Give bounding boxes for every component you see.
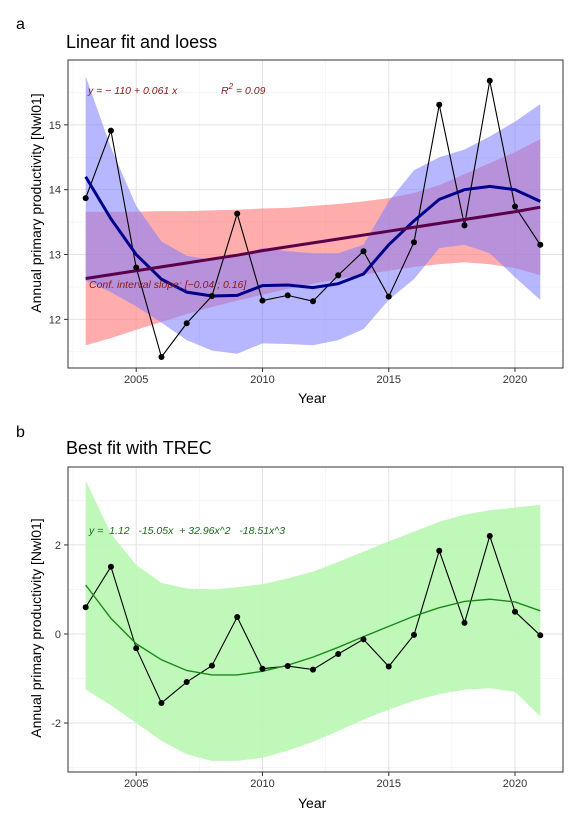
panel-b-observed-point bbox=[259, 665, 266, 672]
panel-b-equation: y = 1.12 -15.05x + 32.96x^2 -18.51x^3 bbox=[88, 525, 285, 537]
panel-b-ytick-label: 2 bbox=[55, 540, 61, 552]
panel-b-observed-point bbox=[512, 608, 519, 615]
panel-a-observed-point bbox=[512, 203, 519, 210]
panel-b-fit-line bbox=[85, 584, 541, 676]
panel-b-observed-point bbox=[410, 631, 417, 638]
panel-b-observed-point bbox=[82, 604, 89, 611]
panel-b-observed-point bbox=[335, 651, 342, 658]
panel-b-xtick-label: 2015 bbox=[376, 778, 400, 790]
panel-a-r-squared: R2 = 0.09 bbox=[221, 82, 266, 97]
panel-b-ytick-label: 0 bbox=[55, 629, 61, 641]
panel-b-observed-point bbox=[183, 679, 190, 686]
panel-a-ci-annotation: Conf. interval slope: [−0.04 ; 0.16] bbox=[89, 279, 247, 291]
panel-b-xtick-label: 2005 bbox=[124, 778, 148, 790]
panel-a-observed-point bbox=[461, 222, 468, 229]
panel-a-observed-point bbox=[335, 272, 342, 279]
panel-a-ytick-label: 15 bbox=[49, 120, 61, 132]
panel-b-observed-point bbox=[537, 632, 544, 639]
panel-b-observed-point bbox=[158, 699, 165, 706]
panel-a-xtick-label: 2015 bbox=[376, 374, 400, 386]
panel-b-observed-point bbox=[486, 533, 493, 540]
panel-a-xlabel: Year bbox=[298, 390, 327, 406]
panel-a-observed-point bbox=[183, 320, 190, 327]
panel-a-xtick-label: 2005 bbox=[124, 374, 148, 386]
panel-b-xtick-label: 2010 bbox=[250, 778, 274, 790]
panel-a-plot-border bbox=[67, 59, 564, 369]
panel-a-ytick-label: 12 bbox=[49, 314, 61, 326]
panel-b-fit-ci-band bbox=[85, 480, 541, 761]
panel-a-title: Linear fit and loess bbox=[66, 32, 218, 52]
panel-a-observed-point bbox=[309, 298, 316, 305]
panel-b-observed-point bbox=[107, 563, 114, 570]
panel-a-observed-point bbox=[158, 353, 165, 360]
panel-a-loess-ci-band bbox=[85, 76, 541, 354]
panel-a-xtick-label: 2010 bbox=[250, 374, 274, 386]
panel-a-observed-point bbox=[82, 195, 89, 202]
panel-a-observed-point bbox=[133, 264, 140, 271]
panel-b-observed-point bbox=[461, 619, 468, 626]
panel-a-observed-point bbox=[436, 101, 443, 108]
panel-a-equation: y = − 110 + 0.061 x bbox=[87, 85, 178, 97]
panel-a-observed-point bbox=[107, 127, 114, 134]
panel-b-xtick-label: 2020 bbox=[503, 778, 527, 790]
panel-b-observed-point bbox=[309, 666, 316, 673]
panel-a-observed-point bbox=[234, 210, 241, 217]
panel-a-observed-point bbox=[208, 293, 215, 300]
panel-b-observed-point bbox=[385, 663, 392, 670]
panel-a-observed-point bbox=[537, 241, 544, 248]
panel-a-observed-point bbox=[410, 239, 417, 246]
panel-a-loess-line bbox=[84, 175, 541, 298]
panel-b-observed-point bbox=[133, 645, 140, 652]
panel-a-observed-point bbox=[486, 77, 493, 84]
panel-b-tag: b bbox=[16, 424, 25, 441]
panel-a-observed-point bbox=[385, 293, 392, 300]
panel-b-title: Best fit with TREC bbox=[66, 438, 212, 458]
panel-a-observed-point bbox=[360, 248, 367, 255]
panel-a-ytick-label: 13 bbox=[49, 250, 61, 262]
panel-a-xtick-label: 2020 bbox=[503, 374, 527, 386]
panel-b-observed-point bbox=[360, 636, 367, 643]
panel-a-tag: a bbox=[16, 16, 25, 33]
panel-a-linear-fit-line bbox=[85, 205, 541, 281]
panel-b-xlabel: Year bbox=[298, 795, 327, 811]
panel-b-observed-point bbox=[208, 662, 215, 669]
panel-b-observed-point bbox=[436, 547, 443, 554]
panel-b-ytick-label: -2 bbox=[51, 718, 61, 730]
panel-b-observed-point bbox=[234, 614, 241, 621]
panel-b-observed-point bbox=[284, 663, 291, 670]
panel-a-ytick-label: 14 bbox=[49, 185, 61, 197]
panel-b-plot-border bbox=[67, 466, 564, 773]
panel-a-observed-point bbox=[259, 297, 266, 304]
panel-a-observed-point bbox=[284, 292, 291, 299]
